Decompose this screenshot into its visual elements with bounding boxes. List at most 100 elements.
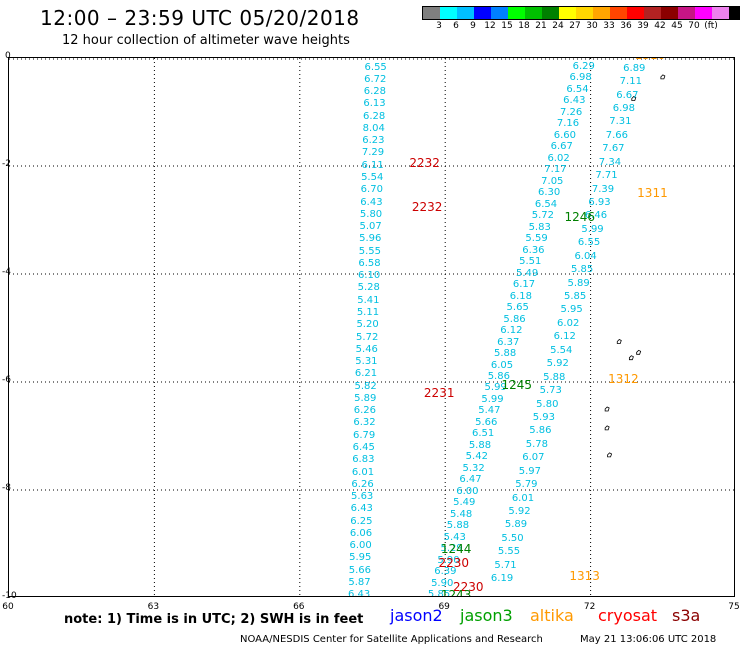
wave-height-value: 6.83 (352, 454, 375, 466)
wave-height-value: 5.49 (453, 497, 476, 509)
wave-height-value: 5.32 (462, 462, 485, 474)
wave-height-value: 6.47 (459, 474, 482, 486)
colorbar-label: 70 (688, 21, 700, 31)
wave-height-value: 6.26 (351, 478, 374, 490)
wave-height-value: 5.59 (525, 233, 548, 245)
pass-time-label: 1311 (637, 186, 668, 200)
pass-time-label: 1310 (635, 58, 666, 61)
island-outline (628, 355, 634, 361)
colorbar-label: 9 (470, 21, 476, 31)
colorbar-label: 42 (654, 21, 666, 31)
wave-height-value: 6.45 (352, 442, 375, 454)
wave-height-value: 7.71 (595, 170, 618, 182)
wave-height-value: 5.41 (357, 294, 380, 306)
wave-height-value: 6.12 (500, 325, 523, 337)
colorbar-swatch (440, 7, 457, 19)
x-axis-label: 75 (728, 602, 740, 612)
wave-height-value: 6.55 (577, 237, 601, 249)
wave-height-value: 5.51 (519, 256, 542, 268)
wave-height-value: 6.67 (550, 141, 573, 153)
wave-height-value: 7.05 (541, 175, 564, 187)
colorbar-swatch (525, 7, 542, 19)
y-axis-label: -10 (2, 591, 17, 601)
wave-height-value: 5.87 (348, 577, 371, 589)
timestamp-text: May 21 13:06:06 UTC 2018 (580, 634, 717, 645)
wave-height-value: 7.38 (627, 58, 649, 60)
wave-height-value: 5.66 (475, 416, 498, 428)
wave-height-value: 6.00 (349, 540, 372, 552)
map-subtitle: 12 hour collection of altimeter wave hei… (62, 33, 350, 48)
colorbar-swatch (593, 7, 610, 19)
wave-height-value: 6.51 (471, 428, 495, 440)
wave-height-value: 6.70 (360, 184, 383, 196)
wave-height-value: 5.66 (348, 564, 371, 576)
wave-height-value: 5.92 (546, 358, 569, 370)
wave-height-value: 6.36 (522, 244, 545, 256)
wave-height-value: 6.30 (538, 187, 561, 199)
colorbar-swatch (474, 7, 491, 19)
wave-height-value: 5.99 (484, 382, 507, 394)
wave-height-value: 6.43 (563, 95, 586, 107)
colorbar-label: 36 (620, 21, 632, 31)
wave-height-value: 5.42 (465, 451, 488, 463)
wave-height-value: 5.88 (493, 348, 517, 360)
colorbar-swatch (661, 7, 678, 19)
wave-height-value: 6.39 (434, 566, 457, 578)
y-axis-label: 0 (5, 51, 11, 61)
colorbar-swatch (644, 7, 661, 19)
satellite-legend-cryosat: cryosat (598, 606, 658, 625)
colorbar-label: 27 (569, 21, 581, 31)
wave-height-value: 5.50 (501, 532, 524, 544)
x-axis-label: 60 (2, 602, 14, 612)
wave-height-value: 6.54 (566, 83, 589, 95)
wave-height-value: 5.89 (504, 519, 528, 531)
wave-height-value: 7.26 (560, 106, 583, 118)
wave-height-value: 6.01 (351, 466, 375, 478)
footnote: note: 1) Time is in UTC; 2) SWH is in fe… (64, 612, 364, 627)
wave-height-value: 5.29 (440, 543, 463, 555)
y-axis-label: -8 (2, 483, 11, 493)
colorbar-swatch (559, 7, 576, 19)
colorbar-label: 21 (535, 21, 547, 31)
wave-height-value: 6.43 (350, 503, 373, 515)
colorbar-labels: 3 6 9 12 15 18 21 24 27 30 33 36 39 42 45 70 (ft) (422, 20, 740, 32)
map-plot-area[interactable]: 4.996.556.726.286.136.288.046.237.296.11… (8, 57, 735, 597)
colorbar-label: 3 (436, 21, 442, 31)
wave-height-value: 5.07 (359, 221, 382, 233)
wave-height-value: 5.95 (349, 552, 372, 564)
wave-height-value: 5.90 (437, 554, 460, 566)
wave-height-value: 5.11 (356, 307, 380, 319)
wave-height-value: 7.17 (544, 164, 567, 176)
wave-height-value: 5.85 (564, 291, 587, 303)
wave-height-value: 6.98 (569, 72, 592, 84)
wave-height-value: 6.28 (363, 86, 387, 98)
island-outline (660, 74, 666, 80)
wave-height-value: 5.80 (359, 208, 383, 220)
wave-height-value: 5.46 (355, 343, 378, 355)
wave-height-value: 5.55 (358, 245, 382, 257)
colorbar-legend: 3 6 9 12 15 18 21 24 27 30 33 36 39 42 45 70 (ft) (422, 6, 740, 32)
island-outline (607, 452, 613, 458)
wave-height-value: 6.43 (347, 589, 371, 597)
wave-height-value: 6.29 (572, 60, 595, 72)
map-grid (9, 58, 734, 596)
wave-height-value: 5.85 (570, 264, 594, 276)
credit-text: NOAA/NESDIS Center for Satellite Applica… (240, 634, 543, 645)
wave-height-value: 5.83 (528, 221, 551, 233)
colorbar-label: 6 (453, 21, 459, 31)
satellite-legend-altika: altika (530, 606, 574, 625)
wave-height-value: 5.92 (508, 505, 531, 517)
satellite-legend-s3a: s3a (672, 606, 701, 625)
x-axis-label: 69 (438, 602, 450, 612)
island-outline (616, 339, 622, 344)
wave-height-value: 5.43 (443, 531, 466, 543)
colorbar-label: 33 (603, 21, 615, 31)
colorbar-swatch (695, 7, 712, 19)
wave-height-value: 5.99 (481, 393, 504, 405)
wave-height-value: 6.11 (361, 159, 384, 171)
wave-height-value: 5.85 (427, 589, 451, 597)
island-outline (604, 406, 610, 412)
wave-height-value: 6.54 (534, 198, 558, 210)
wave-height-value: 5.89 (354, 392, 377, 404)
colorbar-swatch (729, 7, 740, 19)
